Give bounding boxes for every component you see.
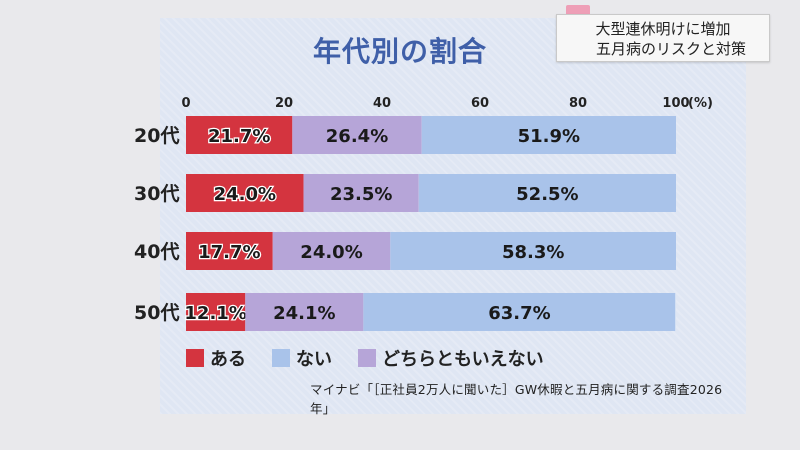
data-label-2-1: 24.0% [300,242,362,263]
bar-0-0 [186,116,293,154]
category-label-2: 40代 [134,241,179,263]
bar-1-1 [303,174,419,212]
bar-3-0 [186,293,246,331]
x-tick-label-5: 100 [662,96,689,111]
bar-2-0 [186,232,273,270]
data-label-0-0: 21.7% [208,126,270,147]
bar-1-2 [418,174,676,212]
data-label-1-2: 52.5% [516,184,578,205]
data-label-3-1: 24.1% [273,303,335,324]
bar-3-1 [245,293,364,331]
caption-line-2: 五月病のリスクと対策 [595,40,746,58]
data-label-2-2: 58.3% [502,242,564,263]
category-label-1: 30代 [134,183,179,205]
category-label-0: 20代 [134,125,179,147]
category-label-3: 50代 [134,302,179,324]
legend-swatch-dochira [358,349,376,367]
chart-panel [160,18,746,414]
data-label-1-0: 24.0% [214,184,276,205]
bar-2-1 [272,232,391,270]
legend-item-dochira: どちらともいえない [358,345,544,371]
data-label-3-2: 63.7% [488,303,550,324]
data-label-1-1: 23.5% [330,184,392,205]
news-caption: 大型連休明けに増加 五月病のリスクと対策 [556,14,770,62]
x-axis-unit: (%) [688,96,713,111]
x-tick-label-0: 0 [181,96,190,111]
data-label-0-2: 51.9% [518,126,580,147]
bar-0-2 [421,116,676,154]
data-label-3-0: 12.1% [184,303,246,324]
x-tick-label-2: 40 [373,96,391,111]
chart-title: 年代別の割合 [312,35,487,68]
legend-label-nai: ない [296,349,332,370]
data-label-0-1: 26.4% [326,126,388,147]
source-note: マイナビ「［正社員2万人に聞いた］GW休暇と五月病に関する調査2026年」 [310,382,723,416]
x-tick-label-1: 20 [275,96,293,111]
legend-item-nai: ない [272,345,332,371]
legend-swatch-aru [186,349,204,367]
legend-item-aru: ある [186,345,246,371]
legend-swatch-nai [272,349,290,367]
legend: ある ない どちらともいえない [186,346,570,370]
bar-0-1 [292,116,422,154]
legend-label-aru: ある [210,349,246,370]
data-label-2-0: 17.7% [198,242,260,263]
bar-3-2 [363,293,676,331]
x-tick-label-4: 80 [569,96,587,111]
legend-label-dochira: どちらともいえない [382,349,544,370]
bar-2-2 [390,232,676,270]
x-tick-label-3: 60 [471,96,489,111]
bar-1-0 [186,174,304,212]
caption-line-1: 大型連休明けに増加 [595,20,731,38]
